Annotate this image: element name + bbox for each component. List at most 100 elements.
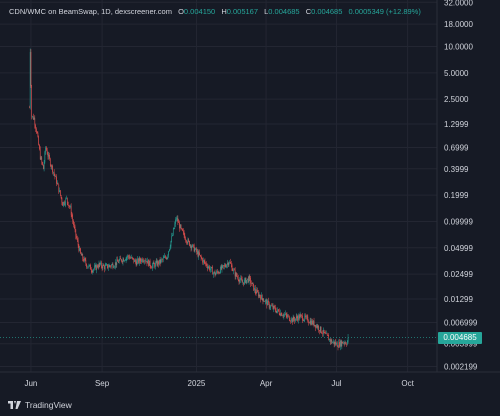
candle-body (305, 316, 307, 318)
candle-body (288, 315, 290, 321)
candle-body (87, 266, 89, 268)
candle-body (123, 258, 125, 262)
candle-body (151, 267, 152, 269)
x-tick-label: Jul (331, 379, 341, 388)
candle-body (121, 259, 122, 262)
candle-body (173, 228, 175, 230)
candle-body (205, 262, 207, 264)
tradingview-branding[interactable]: TradingView (8, 400, 72, 410)
candle-body (101, 262, 102, 267)
candle-body (112, 263, 114, 268)
candle-body (318, 326, 319, 331)
candle-body (251, 283, 252, 284)
candle-body (124, 260, 126, 261)
candle-body (157, 261, 159, 266)
brand-name: TradingView (25, 400, 72, 410)
candle-body (139, 258, 141, 261)
candle-body (343, 342, 344, 344)
candle-body (169, 249, 170, 252)
candle-body (58, 184, 60, 192)
candle-body (338, 342, 340, 348)
candle-body (245, 278, 247, 284)
candle-body (46, 150, 48, 155)
candle-body (175, 219, 176, 224)
tradingview-logo-icon (8, 401, 21, 409)
candle-body (288, 315, 289, 317)
candle-body (178, 222, 179, 223)
candle-body (100, 262, 101, 265)
candle-body (96, 265, 97, 270)
candle-body (237, 277, 239, 281)
candle-body (138, 258, 139, 263)
candle-body (165, 257, 167, 259)
candle-body (222, 265, 224, 266)
candle-body (258, 294, 260, 297)
candle-body (237, 276, 238, 278)
candle-body (72, 216, 74, 221)
candle-body (122, 258, 124, 263)
candle-body (333, 341, 335, 345)
candle-body (224, 265, 226, 267)
candle-body (196, 248, 197, 252)
candle-body (291, 318, 292, 322)
candle-body (347, 337, 349, 343)
candle-body (62, 202, 63, 206)
candle-body (127, 255, 128, 258)
candle-body (99, 262, 101, 265)
candle-body (319, 326, 321, 332)
candle-body (135, 259, 136, 262)
candle-body (233, 269, 234, 271)
candle-body (65, 198, 67, 204)
candle-body (97, 265, 98, 268)
candle-body (179, 224, 181, 229)
candle-body (295, 316, 297, 319)
candle-body (152, 265, 153, 269)
close-value: 0.004685 (311, 7, 343, 16)
price-axis[interactable]: 32.0000 18.0000 10.0000 5.0000 2.5000 1.2999 0… (444, 0, 478, 371)
candle-body (204, 261, 206, 263)
low-label: L (264, 7, 269, 16)
candle-body (336, 342, 337, 345)
candle-body (282, 315, 283, 317)
candle-body (49, 154, 50, 159)
candle-body (326, 333, 328, 335)
candle-body (159, 259, 161, 263)
candle-body (330, 339, 332, 342)
time-axis[interactable]: Jun Sep 2025 Apr Jul Oct (24, 379, 414, 388)
candle-body (258, 291, 259, 297)
candle-body (163, 257, 165, 259)
candle-body (190, 244, 192, 249)
candle-body (60, 190, 61, 196)
candle-body (161, 259, 162, 260)
candle-body (285, 313, 287, 316)
candle-body (184, 235, 186, 240)
candle-body (64, 203, 66, 205)
close-label: C (305, 7, 312, 16)
candle-body (90, 264, 91, 270)
candle-body (73, 220, 74, 225)
candle-body (254, 287, 255, 291)
candle-body (319, 330, 320, 332)
candle-body (166, 257, 168, 259)
candle-body (63, 201, 65, 205)
candle-body (230, 261, 231, 264)
candle-body (44, 151, 46, 163)
candle-body (323, 329, 324, 334)
candle-body (345, 342, 347, 344)
candle-body (136, 260, 138, 266)
candle-body (320, 326, 322, 333)
candle-body (301, 314, 302, 316)
candle-body (94, 265, 96, 267)
candle-body (164, 256, 166, 258)
candle-body (109, 265, 111, 266)
candle-body (278, 309, 279, 312)
candle-body (77, 240, 79, 246)
candle-body (114, 262, 116, 267)
candle-body (243, 282, 244, 285)
candle-body (193, 244, 195, 252)
candle-body (312, 320, 314, 325)
candle-body (42, 162, 43, 165)
candle-body (181, 228, 183, 229)
candle-body (118, 260, 120, 263)
